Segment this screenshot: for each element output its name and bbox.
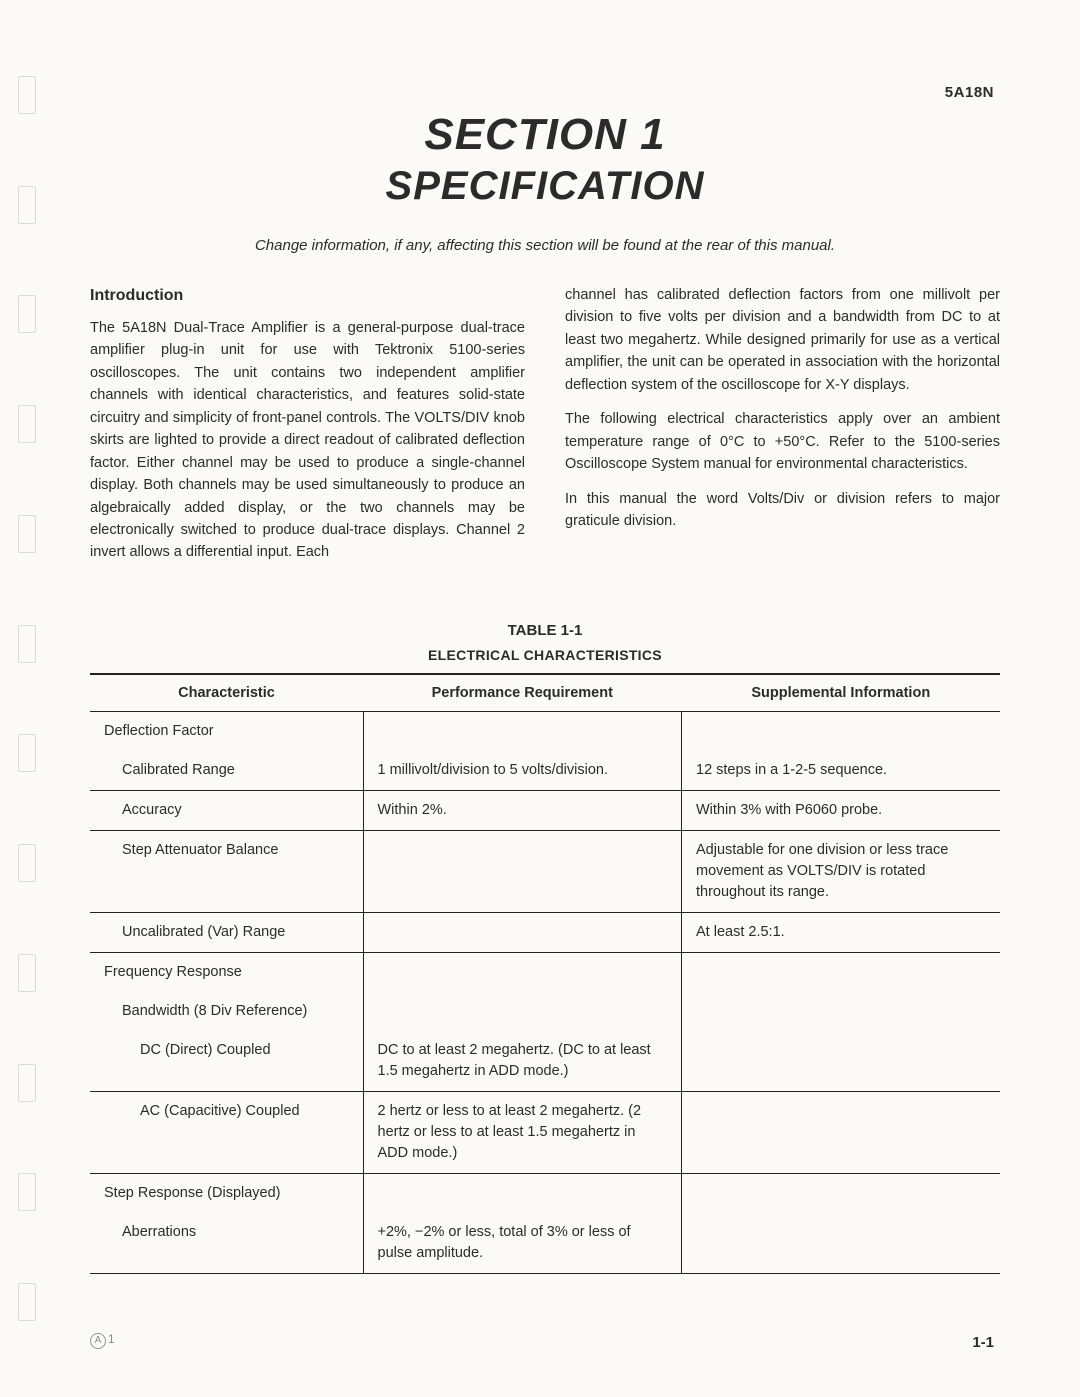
cell-characteristic: Bandwidth (8 Div Reference): [90, 992, 363, 1031]
cell-supplemental: [682, 1213, 1001, 1274]
cell-supplemental: [682, 1031, 1001, 1092]
table-row: Frequency Response: [90, 953, 1000, 993]
introduction-paragraph: channel has calibrated deflection factor…: [565, 284, 1000, 396]
cell-supplemental: [682, 992, 1001, 1031]
cell-characteristic: Calibrated Range: [90, 751, 363, 791]
introduction-columns: Introduction The 5A18N Dual-Trace Amplif…: [90, 284, 1000, 576]
table-row: Step Response (Displayed): [90, 1174, 1000, 1214]
table-subcaption: ELECTRICAL CHARACTERISTICS: [90, 647, 1000, 663]
section-title: SECTION 1: [90, 110, 1000, 160]
binding-marks: [18, 40, 40, 1357]
introduction-paragraph: In this manual the word Volts/Div or div…: [565, 488, 1000, 533]
table-row: DC (Direct) CoupledDC to at least 2 mega…: [90, 1031, 1000, 1092]
cell-characteristic: Uncalibrated (Var) Range: [90, 913, 363, 953]
introduction-col-left: Introduction The 5A18N Dual-Trace Amplif…: [90, 284, 525, 576]
cell-characteristic: Step Response (Displayed): [90, 1174, 363, 1214]
cell-performance: [363, 1174, 682, 1214]
cell-performance: [363, 992, 682, 1031]
page-number: 1-1: [972, 1334, 994, 1351]
table-row: Aberrations+2%, −2% or less, total of 3%…: [90, 1213, 1000, 1274]
introduction-heading: Introduction: [90, 284, 525, 309]
cell-performance: [363, 913, 682, 953]
table-row: AC (Capacitive) Coupled2 hertz or less t…: [90, 1092, 1000, 1174]
cell-characteristic: Accuracy: [90, 790, 363, 830]
section-subtitle: SPECIFICATION: [90, 164, 1000, 209]
introduction-col-right: channel has calibrated deflection factor…: [565, 284, 1000, 576]
revision-mark: AA11: [90, 1332, 115, 1349]
cell-supplemental: At least 2.5:1.: [682, 913, 1001, 953]
cell-characteristic: Step Attenuator Balance: [90, 831, 363, 913]
table-header-characteristic: Characteristic: [90, 674, 363, 712]
cell-supplemental: Within 3% with P6060 probe.: [682, 790, 1001, 830]
cell-characteristic: Frequency Response: [90, 953, 363, 993]
cell-performance: [363, 831, 682, 913]
change-note: Change information, if any, affecting th…: [90, 237, 1000, 254]
cell-supplemental: Adjustable for one division or less trac…: [682, 831, 1001, 913]
cell-performance: 2 hertz or less to at least 2 megahertz.…: [363, 1092, 682, 1174]
cell-characteristic: Deflection Factor: [90, 711, 363, 751]
table-caption: TABLE 1-1: [90, 622, 1000, 639]
cell-performance: Within 2%.: [363, 790, 682, 830]
cell-supplemental: [682, 711, 1001, 751]
cell-supplemental: [682, 1174, 1001, 1214]
table-header-row: Characteristic Performance Requirement S…: [90, 674, 1000, 712]
document-page: 5A18N SECTION 1 SPECIFICATION Change inf…: [0, 0, 1080, 1397]
table-row: Calibrated Range1 millivolt/division to …: [90, 751, 1000, 791]
table-row: Bandwidth (8 Div Reference): [90, 992, 1000, 1031]
cell-performance: [363, 711, 682, 751]
cell-supplemental: 12 steps in a 1-2-5 sequence.: [682, 751, 1001, 791]
table-row: AccuracyWithin 2%.Within 3% with P6060 p…: [90, 790, 1000, 830]
characteristics-table: Characteristic Performance Requirement S…: [90, 673, 1000, 1274]
cell-performance: +2%, −2% or less, total of 3% or less of…: [363, 1213, 682, 1274]
introduction-paragraph: The 5A18N Dual-Trace Amplifier is a gene…: [90, 317, 525, 564]
cell-characteristic: AC (Capacitive) Coupled: [90, 1092, 363, 1174]
table-row: Uncalibrated (Var) Range At least 2.5:1.: [90, 913, 1000, 953]
cell-performance: [363, 953, 682, 993]
cell-supplemental: [682, 1092, 1001, 1174]
table-row: Deflection Factor: [90, 711, 1000, 751]
cell-performance: 1 millivolt/division to 5 volts/division…: [363, 751, 682, 791]
cell-performance: DC to at least 2 megahertz. (DC to at le…: [363, 1031, 682, 1092]
table-header-performance: Performance Requirement: [363, 674, 682, 712]
revision-circle-icon: A: [90, 1333, 106, 1349]
cell-supplemental: [682, 953, 1001, 993]
table-row: Step Attenuator Balance Adjustable for on…: [90, 831, 1000, 913]
introduction-paragraph: The following electrical characteristics…: [565, 408, 1000, 475]
table-header-supplemental: Supplemental Information: [682, 674, 1001, 712]
document-id: 5A18N: [945, 84, 994, 101]
cell-characteristic: Aberrations: [90, 1213, 363, 1274]
cell-characteristic: DC (Direct) Coupled: [90, 1031, 363, 1092]
